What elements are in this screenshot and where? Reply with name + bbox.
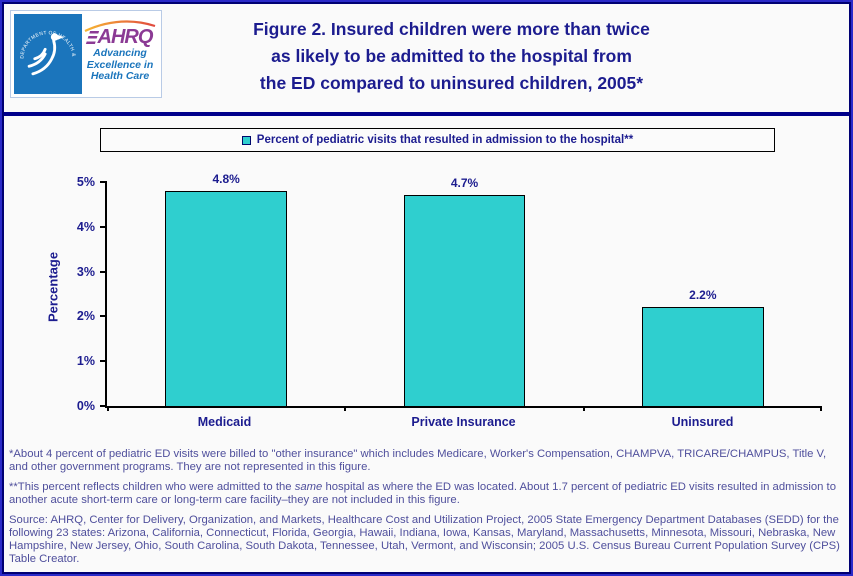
figure-title: Figure 2. Insured children were more tha… xyxy=(179,16,724,97)
x-tick-mark xyxy=(107,406,109,411)
legend-label: Percent of pediatric visits that resulte… xyxy=(256,134,634,146)
legend-swatch-icon xyxy=(241,135,251,145)
figure-notes: *About 4 percent of pediatric ED visits … xyxy=(9,448,844,572)
chart-legend: Percent of pediatric visits that resulte… xyxy=(100,128,775,152)
y-tick-label: 4% xyxy=(76,219,95,234)
source-note: Source: AHRQ, Center for Delivery, Organ… xyxy=(9,514,840,565)
y-tick-label: 2% xyxy=(76,309,95,324)
y-tick-mark xyxy=(100,225,107,228)
ahrq-wordmark-panel: AHRQ Advancing Excellence in Health Care xyxy=(82,14,158,94)
ahrq-arc-icon xyxy=(84,20,156,32)
plot-area: 0% 1% 2% 3% 4% 5% 4.8% 4.7% 2.2% xyxy=(77,172,822,413)
bar-group-uninsured: 2.2% xyxy=(642,182,764,406)
figure-title-line3: the ED compared to uninsured children, 2… xyxy=(259,73,644,93)
bar-value-label: 2.2% xyxy=(689,288,717,303)
x-axis-label: Private Insurance xyxy=(411,415,516,429)
y-tick-label: 5% xyxy=(76,175,95,189)
ahrq-acronym: AHRQ xyxy=(85,27,153,47)
chart-area: 0% 1% 2% 3% 4% 5% 4.8% 4.7% 2.2% xyxy=(77,172,822,413)
y-tick-label: 3% xyxy=(76,264,95,279)
figure-title-line1: Figure 2. Insured children were more tha… xyxy=(253,19,650,39)
figure-title-line2: as likely to be admitted to the hospital… xyxy=(271,46,632,66)
ahrq-hhs-logo: DEPARTMENT OF HEALTH & HUMAN SERVICES • … xyxy=(10,10,162,98)
bar xyxy=(403,195,526,406)
ahrq-tagline: Advancing Excellence in Health Care xyxy=(86,47,154,82)
x-axis-labels: Medicaid Private Insurance Uninsured xyxy=(105,415,822,429)
bar-group-medicaid: 4.8% xyxy=(165,172,287,406)
footnote-2: **This percent reflects children who wer… xyxy=(9,481,836,506)
x-axis-label: Uninsured xyxy=(671,415,734,429)
header-divider xyxy=(4,112,849,116)
hhs-seal: DEPARTMENT OF HEALTH & HUMAN SERVICES • … xyxy=(14,14,82,94)
y-tick-label: 1% xyxy=(76,354,95,369)
bar-value-label: 4.8% xyxy=(212,171,240,186)
y-tick-label: 0% xyxy=(76,399,95,413)
y-tick-mark xyxy=(100,315,107,318)
y-tick-mark xyxy=(100,405,107,407)
bar-value-label: 4.7% xyxy=(450,176,479,191)
y-tick-mark xyxy=(100,360,107,363)
y-tick-mark xyxy=(100,270,107,273)
y-tick-mark xyxy=(100,181,107,183)
bar xyxy=(165,190,287,406)
bar-group-private-insurance: 4.7% xyxy=(403,176,526,406)
hhs-eagle-icon: DEPARTMENT OF HEALTH & HUMAN SERVICES • … xyxy=(14,14,76,76)
x-tick-mark xyxy=(820,406,822,411)
y-axis-title: Percentage xyxy=(45,251,61,323)
x-tick-mark xyxy=(344,406,347,411)
x-tick-mark xyxy=(582,406,585,411)
bar xyxy=(642,307,764,406)
x-axis-label: Medicaid xyxy=(197,415,252,429)
footnote-1: *About 4 percent of pediatric ED visits … xyxy=(9,448,827,473)
